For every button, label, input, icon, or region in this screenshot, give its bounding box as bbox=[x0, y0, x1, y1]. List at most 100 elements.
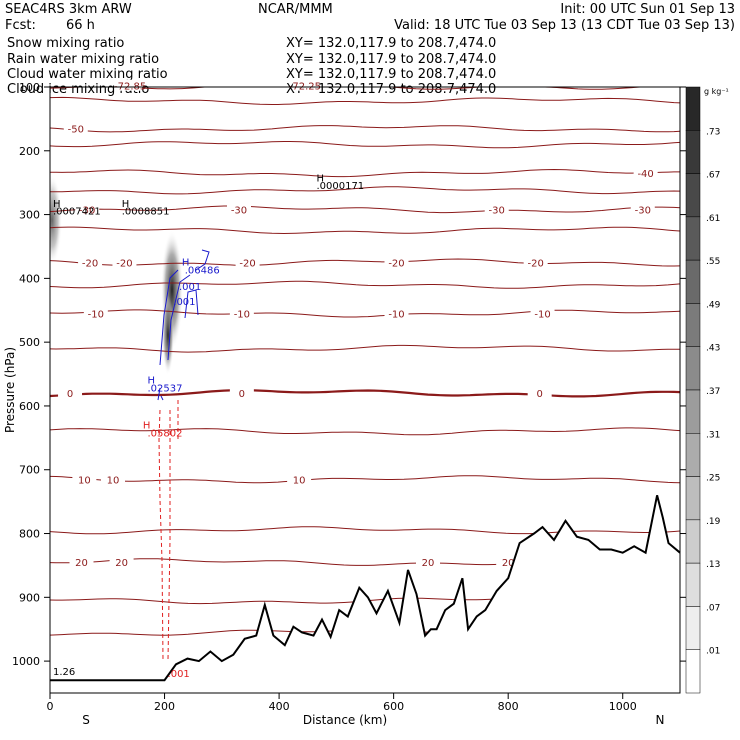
cloudwater-inner-contour bbox=[167, 274, 191, 361]
colorbar-swatch bbox=[685, 606, 701, 650]
contour-label: 20 bbox=[422, 558, 435, 569]
contour-label-bg bbox=[292, 79, 317, 91]
contour-label: 10 bbox=[293, 475, 306, 486]
contour-label-bg bbox=[75, 203, 100, 215]
contour-label: -20 bbox=[82, 258, 98, 269]
y-tick-label: 800 bbox=[19, 528, 40, 541]
field-label: H bbox=[122, 199, 130, 210]
field-label: H bbox=[182, 258, 190, 269]
temperature-contour bbox=[50, 427, 680, 436]
temperature-contour bbox=[50, 309, 680, 318]
cloudwater-bottom-contour bbox=[157, 387, 164, 401]
contour-label: 20 bbox=[75, 558, 88, 569]
field-xy-rain: XY= 132.0,117.9 to 208.7,474.0 bbox=[286, 52, 496, 67]
header: SEAC4RS 3km ARW NCAR/MMM Init: 00 UTC Su… bbox=[5, 2, 735, 97]
field-xy-cloudice: XY= 132.0,117.9 to 208.7,474.0 bbox=[286, 82, 496, 97]
cloudwater-right-contour bbox=[184, 249, 210, 319]
colorbar-swatch bbox=[685, 476, 701, 521]
field-label: .0007421 bbox=[53, 207, 101, 218]
temperature-contour bbox=[50, 258, 680, 267]
field-label: .0000171 bbox=[316, 181, 364, 192]
terrain bbox=[50, 495, 681, 693]
field-label: H bbox=[316, 173, 324, 184]
temperature-contour bbox=[50, 168, 680, 178]
field-labels: H.0007421H.0008851H.0000171H.06486.001.0… bbox=[53, 173, 364, 680]
field-label: .001 bbox=[173, 297, 195, 308]
contour-label: -20 bbox=[239, 258, 255, 269]
colorbar-swatch bbox=[685, 649, 701, 694]
temperature-contour bbox=[50, 226, 680, 235]
colorbar-label: .37 bbox=[706, 387, 720, 397]
contour-label-bg bbox=[78, 256, 103, 268]
contour-label-bg bbox=[109, 556, 134, 568]
contour-label-bg bbox=[112, 256, 137, 268]
y-tick-label: 400 bbox=[19, 272, 40, 285]
colorbar-label: .19 bbox=[706, 517, 721, 527]
contour-label: -20 bbox=[388, 258, 404, 269]
y-tick-label: 700 bbox=[19, 464, 40, 477]
temperature-contour bbox=[50, 186, 680, 195]
colorbar-label: .67 bbox=[706, 171, 720, 181]
contour-label: 0 bbox=[67, 389, 73, 400]
fcst-value: 66 h bbox=[66, 18, 95, 33]
colorbar-swatch bbox=[685, 86, 701, 131]
contour-label-bg bbox=[118, 79, 143, 91]
colorbar-label: .49 bbox=[706, 300, 721, 310]
contour-label: -20 bbox=[116, 258, 132, 269]
colorbar-label: .31 bbox=[706, 430, 720, 440]
colorbar-swatch bbox=[685, 303, 701, 347]
org-name: NCAR/MMM bbox=[258, 2, 333, 17]
temperature-contour bbox=[50, 141, 680, 149]
fcst-label: Fcst: bbox=[5, 18, 36, 33]
contour-label-bg bbox=[101, 473, 125, 485]
contour-label: -40 bbox=[637, 169, 653, 180]
temperature-contour bbox=[50, 344, 680, 353]
field-label: .001 bbox=[179, 282, 201, 293]
y-axis-label: Pressure (hPa) bbox=[3, 347, 17, 433]
contour-label-bg bbox=[229, 307, 254, 319]
colorbar-label: .01 bbox=[706, 647, 720, 657]
y-tick-label: 100 bbox=[19, 81, 40, 94]
contour-label-bg bbox=[484, 203, 509, 215]
colorbar-label: .73 bbox=[706, 127, 720, 137]
contour-label-bg bbox=[630, 203, 655, 215]
field-name-rain: Rain water mixing ratio bbox=[7, 52, 159, 67]
contour-label: -30 bbox=[489, 205, 505, 216]
contour-label-bg bbox=[416, 556, 440, 568]
contour-label-bg bbox=[83, 307, 108, 319]
colorbar-label: .13 bbox=[706, 560, 720, 570]
colorbar-unit: g kg⁻¹ bbox=[704, 87, 729, 96]
contour-label: -10 bbox=[534, 309, 550, 320]
snow-shading bbox=[50, 175, 183, 375]
field-xy-snow: XY= 132.0,117.9 to 208.7,474.0 bbox=[286, 36, 496, 51]
field-label: .06486 bbox=[185, 265, 220, 276]
contour-label: 10 bbox=[78, 475, 91, 486]
temperature-contour bbox=[50, 526, 680, 535]
temperature-contour bbox=[50, 280, 680, 289]
snow-stem-shade bbox=[162, 295, 174, 375]
colorbar-label: .61 bbox=[706, 214, 720, 224]
field-name-snow: Snow mixing ratio bbox=[7, 36, 124, 51]
field-label: .05802 bbox=[148, 429, 183, 440]
plot-frame bbox=[49, 86, 681, 694]
contour-label-bg bbox=[523, 256, 548, 268]
contour-label-bg bbox=[496, 556, 521, 568]
contour-label-bg bbox=[58, 387, 83, 399]
field-label: H bbox=[148, 376, 156, 387]
colorbar-label: .07 bbox=[706, 603, 720, 613]
field-label: .0008851 bbox=[122, 207, 170, 218]
temperature-contour bbox=[50, 87, 649, 90]
contour-label-bg bbox=[229, 387, 254, 399]
contour-label: 0 bbox=[536, 389, 542, 400]
colorbar-label: .43 bbox=[706, 344, 720, 354]
x-tick-label: 800 bbox=[498, 700, 519, 713]
x-tick-label: 600 bbox=[383, 700, 404, 713]
rain-contour bbox=[158, 400, 179, 661]
hydrometeor-contours bbox=[157, 249, 210, 661]
colorbar: g kg⁻¹ .73 .67 .61 .55 .49 .43 .37 .31 .25 .19 .13… bbox=[685, 86, 729, 694]
field-name-cloudice: Cloud ice mixing ratio bbox=[7, 82, 149, 97]
temperature-contour bbox=[50, 96, 680, 105]
field-label: 1.26 bbox=[53, 667, 75, 678]
